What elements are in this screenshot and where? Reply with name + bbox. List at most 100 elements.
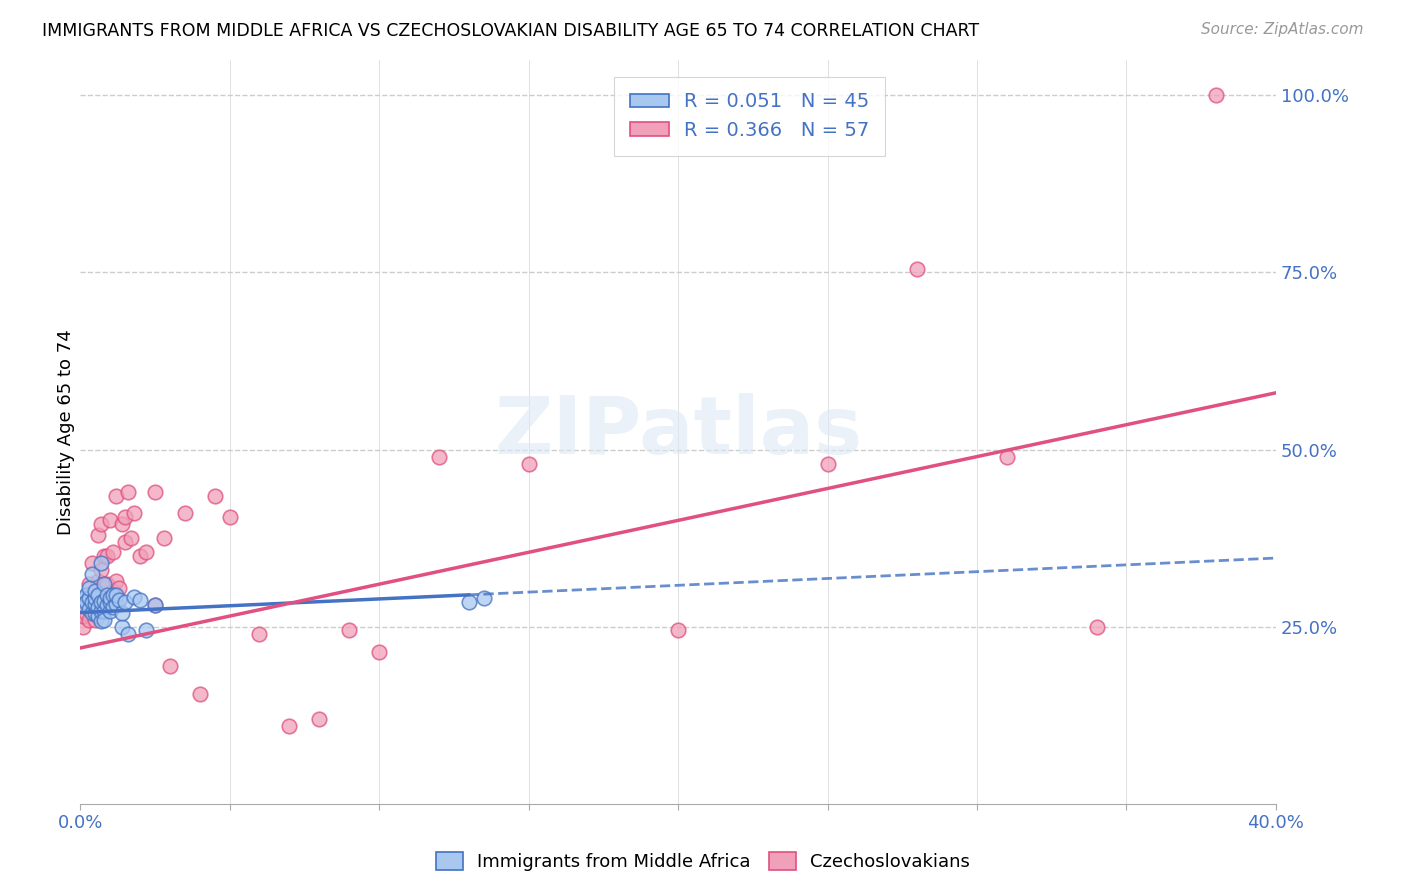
Point bbox=[72, 599, 94, 613]
Point bbox=[278, 719, 301, 733]
Point bbox=[337, 624, 360, 638]
Point bbox=[93, 581, 115, 595]
Point bbox=[457, 595, 479, 609]
Point bbox=[96, 577, 118, 591]
Point bbox=[84, 588, 107, 602]
Point bbox=[90, 614, 112, 628]
Point bbox=[87, 574, 110, 588]
Point bbox=[77, 602, 100, 616]
Point bbox=[128, 549, 150, 563]
Point bbox=[93, 604, 115, 618]
Point bbox=[80, 604, 103, 618]
Point bbox=[75, 599, 97, 613]
Point bbox=[90, 588, 112, 602]
Point bbox=[427, 450, 450, 464]
Point bbox=[666, 624, 689, 638]
Point bbox=[98, 591, 121, 606]
Point bbox=[101, 588, 124, 602]
Legend: R = 0.051   N = 45, R = 0.366   N = 57: R = 0.051 N = 45, R = 0.366 N = 57 bbox=[614, 77, 886, 155]
Point bbox=[173, 506, 195, 520]
Point bbox=[135, 624, 157, 638]
Point bbox=[90, 563, 112, 577]
Point bbox=[90, 556, 112, 570]
Point bbox=[135, 545, 157, 559]
Point bbox=[96, 549, 118, 563]
Point bbox=[84, 597, 107, 611]
Point bbox=[84, 606, 107, 620]
Point bbox=[1205, 88, 1227, 103]
Point bbox=[128, 592, 150, 607]
Point bbox=[152, 531, 174, 545]
Point bbox=[517, 457, 540, 471]
Point bbox=[905, 261, 928, 276]
Point bbox=[93, 613, 115, 627]
Point bbox=[108, 592, 131, 607]
Point bbox=[143, 599, 166, 613]
Point bbox=[96, 599, 118, 613]
Point bbox=[90, 604, 112, 618]
Point bbox=[75, 595, 97, 609]
Point bbox=[104, 574, 127, 588]
Point bbox=[84, 613, 107, 627]
Point bbox=[143, 599, 166, 613]
Point bbox=[308, 712, 330, 726]
Point bbox=[96, 588, 118, 602]
Point bbox=[75, 606, 97, 620]
Point bbox=[98, 604, 121, 618]
Point bbox=[111, 516, 134, 531]
Point bbox=[114, 534, 136, 549]
Point bbox=[188, 687, 211, 701]
Point bbox=[143, 485, 166, 500]
Point bbox=[111, 606, 134, 620]
Point bbox=[817, 457, 839, 471]
Point bbox=[368, 644, 391, 658]
Point bbox=[90, 516, 112, 531]
Point bbox=[72, 620, 94, 634]
Point bbox=[93, 549, 115, 563]
Point bbox=[204, 489, 226, 503]
Point bbox=[249, 627, 271, 641]
Point bbox=[77, 613, 100, 627]
Point bbox=[218, 509, 240, 524]
Point bbox=[101, 599, 124, 614]
Legend: Immigrants from Middle Africa, Czechoslovakians: Immigrants from Middle Africa, Czechoslo… bbox=[429, 845, 977, 879]
Point bbox=[472, 591, 495, 606]
Point bbox=[108, 581, 131, 595]
Point bbox=[80, 606, 103, 620]
Point bbox=[80, 566, 103, 581]
Point bbox=[72, 591, 94, 606]
Point bbox=[87, 588, 110, 602]
Point bbox=[98, 595, 121, 609]
Point bbox=[80, 556, 103, 570]
Point bbox=[104, 588, 127, 602]
Point bbox=[84, 599, 107, 613]
Point bbox=[114, 509, 136, 524]
Point bbox=[93, 577, 115, 591]
Point bbox=[98, 513, 121, 527]
Point bbox=[104, 489, 127, 503]
Point bbox=[77, 591, 100, 606]
Point bbox=[90, 595, 112, 609]
Point bbox=[122, 590, 145, 604]
Point bbox=[101, 584, 124, 599]
Point bbox=[114, 595, 136, 609]
Point bbox=[84, 584, 107, 599]
Point bbox=[93, 593, 115, 607]
Point bbox=[77, 588, 100, 602]
Point bbox=[77, 577, 100, 591]
Point bbox=[77, 581, 100, 595]
Point bbox=[995, 450, 1018, 464]
Y-axis label: Disability Age 65 to 74: Disability Age 65 to 74 bbox=[58, 329, 75, 534]
Point bbox=[80, 595, 103, 609]
Point bbox=[117, 485, 139, 500]
Point bbox=[87, 609, 110, 624]
Point bbox=[75, 588, 97, 602]
Text: IMMIGRANTS FROM MIDDLE AFRICA VS CZECHOSLOVAKIAN DISABILITY AGE 65 TO 74 CORRELA: IMMIGRANTS FROM MIDDLE AFRICA VS CZECHOS… bbox=[42, 22, 980, 40]
Point bbox=[104, 597, 127, 611]
Text: ZIPatlas: ZIPatlas bbox=[494, 392, 862, 471]
Point bbox=[111, 620, 134, 634]
Point bbox=[159, 658, 181, 673]
Point bbox=[120, 531, 142, 545]
Text: Source: ZipAtlas.com: Source: ZipAtlas.com bbox=[1201, 22, 1364, 37]
Point bbox=[87, 599, 110, 614]
